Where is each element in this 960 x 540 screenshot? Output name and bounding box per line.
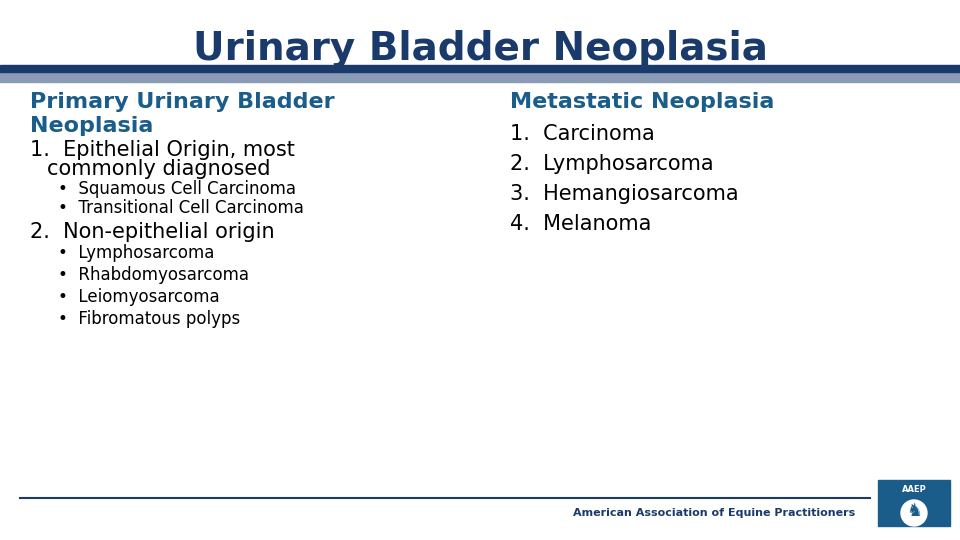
Text: Primary Urinary Bladder: Primary Urinary Bladder (30, 92, 335, 112)
Text: AAEP: AAEP (901, 485, 926, 494)
Text: Neoplasia: Neoplasia (30, 116, 154, 136)
Text: •  Squamous Cell Carcinoma: • Squamous Cell Carcinoma (58, 180, 296, 198)
Bar (878, 480, 950, 526)
Text: •  Transitional Cell Carcinoma: • Transitional Cell Carcinoma (58, 199, 304, 217)
Text: ♞: ♞ (906, 502, 922, 520)
Text: 1.  Epithelial Origin, most: 1. Epithelial Origin, most (30, 140, 295, 160)
Text: 2.  Non-epithelial origin: 2. Non-epithelial origin (30, 222, 275, 242)
Text: 2.  Lymphosarcoma: 2. Lymphosarcoma (510, 154, 713, 174)
Text: 4.  Melanoma: 4. Melanoma (510, 214, 652, 234)
Bar (0, 65, 960, 72)
Text: commonly diagnosed: commonly diagnosed (47, 159, 271, 179)
Text: American Association of Equine Practitioners: American Association of Equine Practitio… (573, 508, 855, 518)
Text: •  Rhabdomyosarcoma: • Rhabdomyosarcoma (58, 266, 249, 284)
Bar (0, 72, 960, 82)
Text: Urinary Bladder Neoplasia: Urinary Bladder Neoplasia (193, 30, 767, 68)
Text: •  Leiomyosarcoma: • Leiomyosarcoma (58, 288, 220, 306)
Circle shape (901, 500, 927, 526)
Text: •  Fibromatous polyps: • Fibromatous polyps (58, 310, 240, 328)
Text: 1.  Carcinoma: 1. Carcinoma (510, 124, 655, 144)
Text: •  Lymphosarcoma: • Lymphosarcoma (58, 244, 214, 262)
Text: 3.  Hemangiosarcoma: 3. Hemangiosarcoma (510, 184, 738, 204)
Text: Metastatic Neoplasia: Metastatic Neoplasia (510, 92, 775, 112)
